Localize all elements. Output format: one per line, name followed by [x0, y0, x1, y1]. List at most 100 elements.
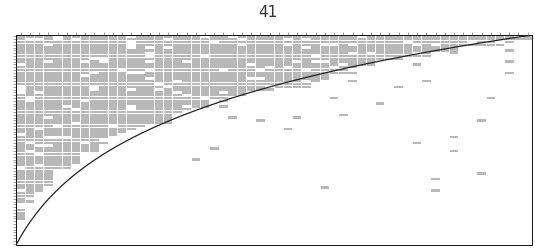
Bar: [164, 41, 172, 43]
Bar: [164, 63, 172, 66]
Bar: [63, 153, 71, 155]
Bar: [109, 88, 117, 91]
Bar: [173, 55, 181, 57]
Bar: [63, 69, 71, 71]
Bar: [155, 77, 163, 80]
Bar: [109, 114, 117, 116]
Bar: [63, 158, 71, 161]
Bar: [44, 133, 52, 136]
Bar: [136, 94, 145, 96]
Bar: [182, 100, 191, 102]
Bar: [72, 97, 80, 99]
Bar: [81, 55, 89, 57]
Bar: [302, 55, 311, 57]
Bar: [118, 63, 126, 66]
Bar: [164, 91, 172, 94]
Bar: [17, 100, 25, 102]
Bar: [210, 94, 218, 96]
Bar: [219, 74, 228, 77]
Bar: [284, 69, 292, 71]
Bar: [284, 128, 292, 130]
Bar: [136, 88, 145, 91]
Bar: [219, 94, 228, 96]
Bar: [201, 80, 209, 82]
Bar: [72, 49, 80, 51]
Bar: [63, 161, 71, 164]
Bar: [247, 86, 255, 88]
Bar: [63, 55, 71, 57]
Bar: [192, 83, 200, 85]
Bar: [219, 44, 228, 46]
Bar: [247, 46, 255, 49]
Bar: [348, 49, 357, 51]
Bar: [210, 97, 218, 99]
Bar: [228, 41, 237, 43]
Bar: [339, 60, 348, 63]
Bar: [284, 35, 292, 38]
Bar: [118, 122, 126, 124]
Bar: [228, 49, 237, 51]
Bar: [17, 83, 25, 85]
Bar: [459, 44, 468, 46]
Bar: [155, 80, 163, 82]
Bar: [173, 63, 181, 66]
Bar: [293, 41, 302, 43]
Bar: [35, 55, 43, 57]
Bar: [109, 80, 117, 82]
Bar: [201, 77, 209, 80]
Bar: [17, 186, 25, 189]
Bar: [17, 217, 25, 220]
Bar: [109, 108, 117, 110]
Bar: [357, 52, 366, 54]
Bar: [182, 63, 191, 66]
Bar: [450, 41, 458, 43]
Bar: [192, 44, 200, 46]
Bar: [26, 72, 34, 74]
Bar: [26, 66, 34, 68]
Bar: [348, 66, 357, 68]
Bar: [100, 130, 108, 133]
Bar: [81, 46, 89, 49]
Bar: [265, 72, 274, 74]
Bar: [54, 69, 62, 71]
Bar: [173, 97, 181, 99]
Bar: [44, 114, 52, 116]
Bar: [44, 147, 52, 150]
Bar: [403, 46, 412, 49]
Bar: [219, 77, 228, 80]
Bar: [17, 144, 25, 147]
Bar: [26, 102, 34, 105]
Bar: [44, 128, 52, 130]
Bar: [210, 88, 218, 91]
Bar: [100, 94, 108, 96]
Bar: [219, 86, 228, 88]
Bar: [118, 114, 126, 116]
Bar: [100, 77, 108, 80]
Bar: [35, 102, 43, 105]
Bar: [81, 147, 89, 150]
Bar: [17, 94, 25, 96]
Bar: [487, 35, 495, 38]
Bar: [35, 111, 43, 113]
Bar: [330, 41, 338, 43]
Bar: [54, 153, 62, 155]
Bar: [136, 41, 145, 43]
Bar: [164, 94, 172, 96]
Bar: [192, 91, 200, 94]
Bar: [100, 136, 108, 138]
Bar: [81, 119, 89, 122]
Bar: [201, 66, 209, 68]
Bar: [210, 147, 218, 150]
Bar: [54, 158, 62, 161]
Bar: [136, 35, 145, 38]
Bar: [72, 77, 80, 80]
Bar: [219, 63, 228, 66]
Bar: [256, 74, 265, 77]
Bar: [100, 74, 108, 77]
Bar: [330, 46, 338, 49]
Bar: [90, 142, 98, 144]
Bar: [155, 69, 163, 71]
Bar: [146, 58, 154, 60]
Bar: [422, 41, 431, 43]
Bar: [35, 161, 43, 164]
